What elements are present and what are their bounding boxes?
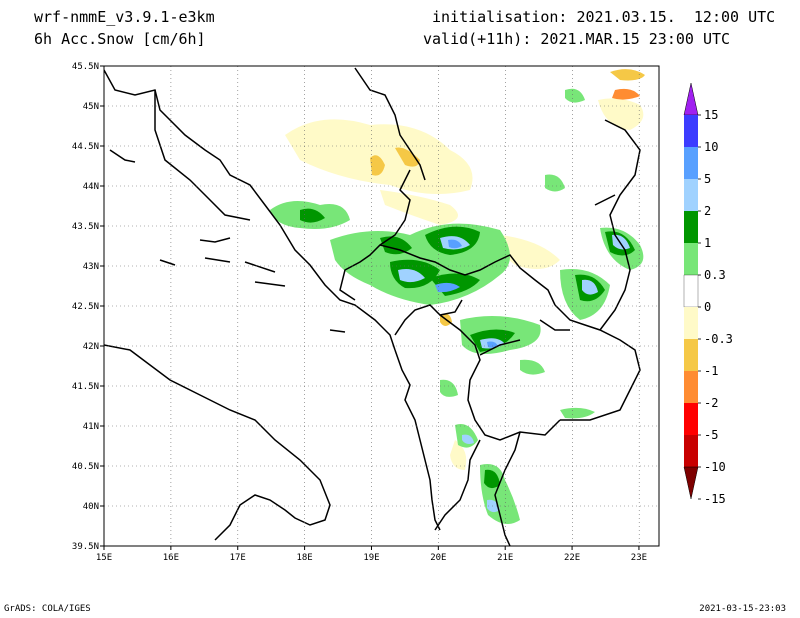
colorbar-label: -5 xyxy=(704,428,718,442)
colorbar-label: 10 xyxy=(704,140,718,154)
lon-tick-label: 19E xyxy=(363,553,379,563)
variable-title: 6h Acc.Snow [cm/6h] xyxy=(34,30,206,48)
lat-tick-label: 40.5N xyxy=(72,462,99,472)
initialisation-time: initialisation: 2021.03.15. 12:00 UTC xyxy=(432,8,776,26)
render-timestamp: 2021-03-15-23:03 xyxy=(699,604,786,614)
lat-lon-grid xyxy=(104,66,659,546)
colorbar-segment xyxy=(684,115,698,147)
lat-tick-label: 43N xyxy=(83,262,99,272)
map-area xyxy=(103,65,660,547)
colorbar-label: 0 xyxy=(704,300,711,314)
lon-tick-label: 22E xyxy=(564,553,580,563)
colorbar-label: -10 xyxy=(704,460,726,474)
lon-tick-label: 15E xyxy=(96,553,112,563)
colorbar-segment xyxy=(684,403,698,435)
grads-credit: GrADS: COLA/IGES xyxy=(4,604,91,614)
snowfall-shading xyxy=(270,69,645,524)
lat-tick-label: 41.5N xyxy=(72,382,99,392)
lat-tick-label: 44.5N xyxy=(72,142,99,152)
latitude-axis: 39.5N 40N 40.5N 41N 41.5N 42N 42.5N 43N 43.5N 44N… xyxy=(72,62,104,552)
lat-tick-label: 44N xyxy=(83,182,99,192)
lat-tick-label: 40N xyxy=(83,502,99,512)
colorbar-label: 2 xyxy=(704,204,711,218)
colorbar-segment xyxy=(683,274,699,308)
colorbar-bottom-arrow xyxy=(683,466,699,500)
colorbar-label: 5 xyxy=(704,172,711,186)
colorbar-label: 0.3 xyxy=(704,268,726,282)
lon-tick-label: 17E xyxy=(230,553,246,563)
coastlines-and-borders xyxy=(104,67,641,546)
lat-tick-label: 45.5N xyxy=(72,62,99,72)
colorbar-segment xyxy=(684,339,698,371)
colorbar-segment xyxy=(684,243,698,275)
lat-tick-label: 45N xyxy=(83,102,99,112)
colorbar-segment xyxy=(684,179,698,211)
colorbar-segment xyxy=(684,371,698,403)
colorbar-segment xyxy=(684,307,698,339)
colorbar-segment xyxy=(684,435,698,467)
valid-time: valid(+11h): 2021.MAR.15 23:00 UTC xyxy=(423,30,731,48)
lat-tick-label: 39.5N xyxy=(72,542,99,552)
colorbar-label: 15 xyxy=(704,108,718,122)
model-title: wrf-nmmE_v3.9.1-e3km xyxy=(34,8,215,26)
colorbar-segment xyxy=(684,211,698,243)
colorbar-label: 1 xyxy=(704,236,711,250)
colorbar: 15 10 5 2 1 0.3 0 -0.3 -1 -2 -5 -10 -15 xyxy=(683,82,733,506)
lon-tick-label: 18E xyxy=(296,553,312,563)
longitude-axis: 15E 16E 17E 18E 19E 20E 21E 22E 23E xyxy=(96,546,647,563)
lat-tick-label: 43.5N xyxy=(72,222,99,232)
colorbar-label: -0.3 xyxy=(704,332,733,346)
lat-tick-label: 42.5N xyxy=(72,302,99,312)
colorbar-label: -15 xyxy=(704,492,726,506)
colorbar-top-arrow xyxy=(683,82,699,116)
lat-tick-label: 42N xyxy=(83,342,99,352)
lon-tick-label: 23E xyxy=(631,553,647,563)
colorbar-label: -2 xyxy=(704,396,718,410)
lon-tick-label: 20E xyxy=(430,553,446,563)
colorbar-label: -1 xyxy=(704,364,718,378)
colorbar-segment xyxy=(684,147,698,179)
lon-tick-label: 16E xyxy=(163,553,179,563)
lon-tick-label: 21E xyxy=(497,553,513,563)
lat-tick-label: 41N xyxy=(83,422,99,432)
